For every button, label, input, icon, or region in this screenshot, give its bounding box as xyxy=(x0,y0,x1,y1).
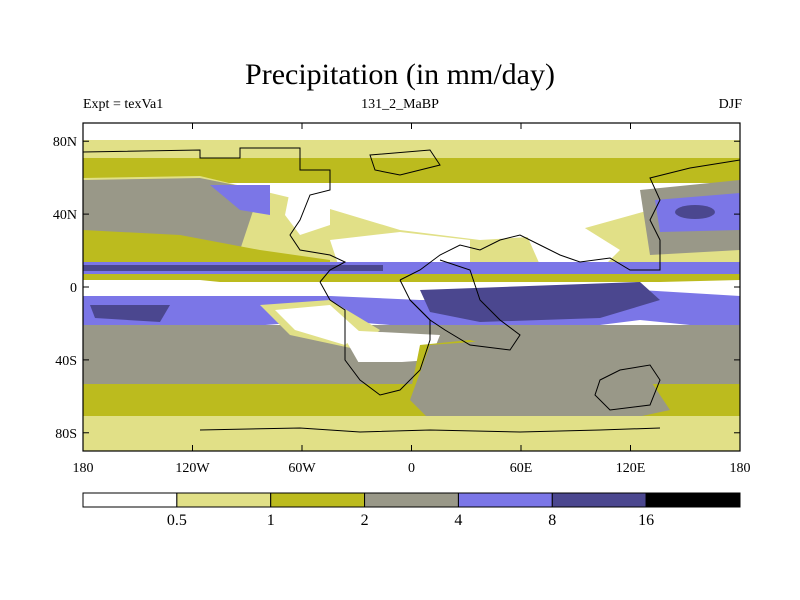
lon-tick-label: 120W xyxy=(175,461,210,476)
lon-tick-label: 180 xyxy=(730,461,751,476)
lon-tick-label: 180 xyxy=(73,461,94,476)
plot-title: Precipitation (in mm/day) xyxy=(245,58,555,91)
equator-band xyxy=(83,274,740,282)
dry-equator-pacific xyxy=(83,280,280,296)
colorbar-swatch xyxy=(270,492,366,508)
coast-eurasia xyxy=(399,159,740,281)
colorbar-label: 0.5 xyxy=(167,512,187,529)
lon-tick-label: 120E xyxy=(616,461,646,476)
lon-tick-label: 60E xyxy=(510,461,533,476)
coast-greenland xyxy=(369,149,441,176)
colorbar-label: 4 xyxy=(454,512,462,529)
colorbar-label: 2 xyxy=(361,512,369,529)
dry-southeast-pacific xyxy=(275,305,360,345)
colorbar-swatch xyxy=(364,492,459,508)
colorbar: 0.5 1 2 4 8 16 xyxy=(82,492,741,529)
pacific-south-core xyxy=(90,305,170,322)
colorbar-label: 16 xyxy=(638,512,654,529)
coast-africa xyxy=(409,259,521,351)
colorbar-swatch xyxy=(82,492,178,508)
south-africa-grey xyxy=(410,340,670,430)
dry-north-america xyxy=(285,190,330,235)
lon-tick-label: 60W xyxy=(288,461,316,476)
axes-ticks: 80N 40N 0 40S 80S 180 120W 60W 0 60E 120E 180 xyxy=(53,123,751,476)
precipitation-field xyxy=(83,123,740,451)
dry-south-america xyxy=(340,330,440,365)
colorbar-label: 8 xyxy=(548,512,556,529)
lat-tick-label: 0 xyxy=(70,281,77,296)
period-label: 131_2_MaBP xyxy=(361,97,439,112)
dry-asia xyxy=(520,220,620,270)
dry-equator-east xyxy=(660,280,740,296)
patch-kuroshio xyxy=(675,205,715,219)
itcz-north-core xyxy=(83,265,383,271)
lon-tick-label: 0 xyxy=(408,461,415,476)
coast-australia xyxy=(594,364,661,411)
lat-tick-label: 40S xyxy=(55,354,77,369)
lat-tick-label: 40N xyxy=(53,208,77,223)
patch-north-pacific xyxy=(210,185,270,215)
colorbar-swatch xyxy=(457,492,553,508)
season-label: DJF xyxy=(718,97,742,112)
colorbar-swatch xyxy=(645,492,741,508)
indian-ocean-core xyxy=(420,282,660,322)
colorbar-swatch xyxy=(176,492,272,508)
lat-tick-label: 80S xyxy=(55,427,77,442)
coast-north-america xyxy=(83,147,347,283)
colorbar-label: 1 xyxy=(267,512,275,529)
coastlines xyxy=(83,147,740,433)
band-north-tropic-pacific xyxy=(83,230,330,270)
lat-tick-label: 80N xyxy=(53,135,77,150)
experiment-label: Expt = texVa1 xyxy=(83,97,164,112)
colorbar-swatch xyxy=(551,492,647,508)
coast-antarctica xyxy=(199,427,661,433)
